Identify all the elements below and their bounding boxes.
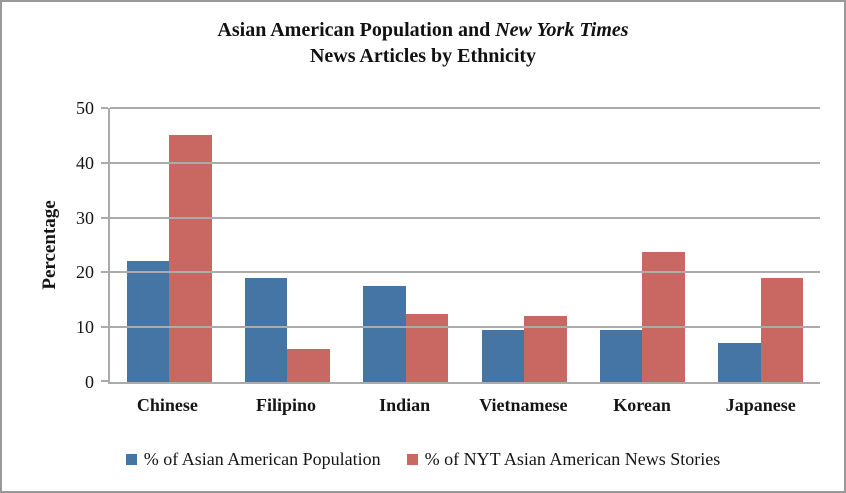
bar-group-vietnamese xyxy=(465,108,583,382)
bar-japanese-population xyxy=(718,342,761,382)
chart-title-line1-regular: Asian American Population and xyxy=(217,19,496,41)
legend: % of Asian American Population % of NYT … xyxy=(2,449,844,470)
legend-label-nyt: % of NYT Asian American News Stories xyxy=(424,449,721,469)
y-axis-tick-mark-0 xyxy=(101,380,108,382)
legend-item-nyt: % of NYT Asian American News Stories xyxy=(406,449,721,470)
y-axis-tick-mark-30 xyxy=(101,216,108,219)
gridline-40 xyxy=(110,161,820,164)
chart-title: Asian American Population and New York T… xyxy=(2,17,844,69)
y-axis-tick-label-50: 50 xyxy=(76,98,94,118)
chart-title-line1: Asian American Population and New York T… xyxy=(2,17,844,43)
bar-vietnamese-population xyxy=(481,329,525,382)
y-axis-tick-label-30: 30 xyxy=(76,207,94,228)
bar-group-filipino xyxy=(228,108,346,382)
gridline-50 xyxy=(110,107,820,109)
plot-area xyxy=(101,107,820,384)
y-axis-tick-mark-50 xyxy=(101,107,108,109)
gridline-10 xyxy=(110,326,820,329)
category-label-filipino: Filipino xyxy=(255,395,317,415)
y-axis-tick-label-0: 0 xyxy=(85,372,94,392)
bar-group-japanese xyxy=(702,108,820,382)
y-axis-tick-labels: 0 10 20 30 40 50 xyxy=(2,99,94,391)
chart-title-line2: News Articles by Ethnicity xyxy=(309,45,537,67)
bar-japanese-nyt-stories xyxy=(760,277,804,382)
category-label-japanese: Japanese xyxy=(725,395,796,415)
bar-series-container xyxy=(110,108,820,382)
x-axis-category-labels: Chinese Filipino Indian Vietnamese Korean Jap… xyxy=(108,395,820,416)
y-axis-tick-mark-10 xyxy=(101,326,108,329)
category-label-korean: Korean xyxy=(613,395,671,415)
bar-indian-population xyxy=(363,286,406,382)
bar-filipino-population xyxy=(244,277,288,382)
gridline-30 xyxy=(110,216,820,219)
y-axis-tick-label-40: 40 xyxy=(76,152,94,173)
category-label-chinese: Chinese xyxy=(136,395,198,415)
bar-group-korean xyxy=(583,108,701,382)
y-axis-tick-mark-40 xyxy=(101,161,108,164)
chart-title-line1-italic: New York Times xyxy=(495,19,629,41)
bar-indian-nyt-stories xyxy=(405,313,449,382)
y-axis-tick-mark-20 xyxy=(101,271,108,274)
bar-chinese-population xyxy=(126,261,170,382)
legend-swatch-red-icon xyxy=(406,454,418,465)
category-label-indian: Indian xyxy=(379,395,431,415)
category-label-vietnamese: Vietnamese xyxy=(479,395,568,415)
bar-group-chinese xyxy=(110,108,228,382)
legend-swatch-blue-icon xyxy=(125,454,137,465)
legend-label-population: % of Asian American Population xyxy=(143,449,381,469)
legend-item-population: % of Asian American Population xyxy=(125,449,381,470)
bar-filipino-nyt-stories xyxy=(287,349,331,382)
y-axis-tick-label-20: 20 xyxy=(76,262,94,283)
bar-group-indian xyxy=(347,108,465,382)
y-axis-tick-label-10: 10 xyxy=(76,317,94,338)
bar-chinese-nyt-stories xyxy=(169,135,212,382)
bar-korean-population xyxy=(599,329,643,382)
gridline-20 xyxy=(110,271,820,274)
